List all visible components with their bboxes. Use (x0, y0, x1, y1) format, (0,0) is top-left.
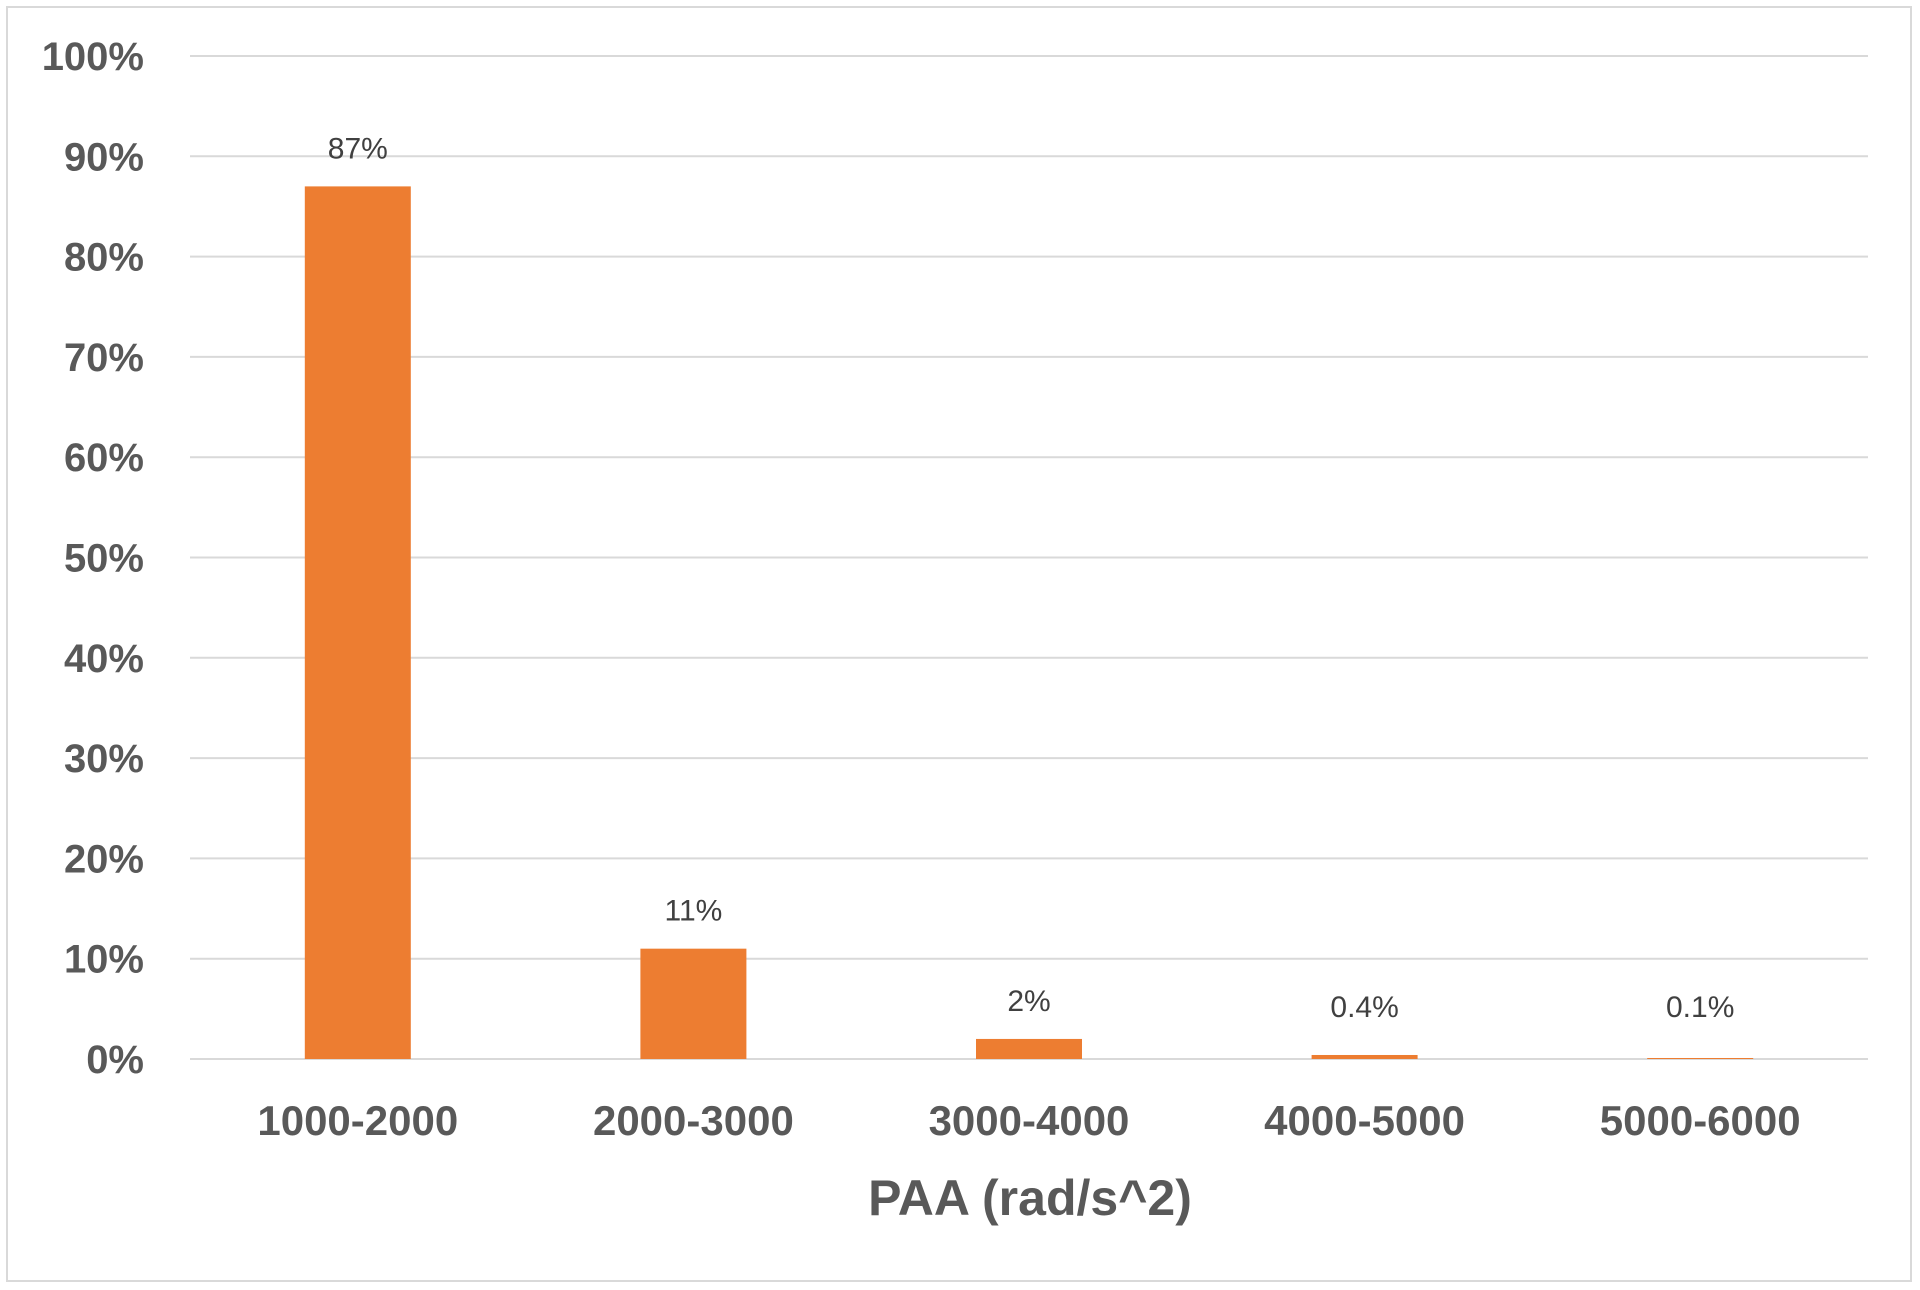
data-label: 11% (664, 895, 722, 928)
x-axis-title: PAA (rad/s^2) (868, 1170, 1192, 1226)
y-tick-label: 100% (42, 35, 144, 79)
bar (1647, 1057, 1754, 1059)
data-labels: 87% 11% 2% 0.4% 0.1% (328, 132, 1735, 1024)
bar (976, 1038, 1082, 1059)
x-tick-label: 4000-5000 (1264, 1097, 1465, 1144)
y-tick-label: 10% (64, 938, 144, 982)
y-axis-ticks: 0% 10% 20% 30% 40% 50% 60% 70% 80% 90% 100% (42, 35, 144, 1082)
y-tick-label: 70% (64, 336, 144, 380)
y-tick-label: 0% (86, 1038, 144, 1082)
bar (304, 186, 411, 1059)
x-axis-ticks: 1000-2000 2000-3000 3000-4000 4000-5000 5000… (257, 1097, 1800, 1144)
y-tick-label: 50% (64, 537, 144, 581)
bar (1311, 1054, 1418, 1059)
x-tick-label: 2000-3000 (593, 1097, 794, 1144)
gridlines (190, 55, 1868, 1060)
data-label: 2% (1007, 985, 1050, 1018)
y-tick-label: 60% (64, 436, 144, 480)
y-tick-label: 80% (64, 236, 144, 280)
data-label: 0.1% (1666, 991, 1734, 1024)
y-tick-label: 30% (64, 737, 144, 781)
bar (640, 948, 747, 1059)
x-tick-label: 3000-4000 (929, 1097, 1130, 1144)
y-tick-label: 90% (64, 135, 144, 179)
bars (304, 186, 1754, 1059)
data-label: 0.4% (1330, 991, 1398, 1024)
y-tick-label: 20% (64, 837, 144, 881)
x-tick-label: 1000-2000 (257, 1097, 458, 1144)
y-tick-label: 40% (64, 637, 144, 681)
data-label: 87% (328, 132, 388, 165)
x-tick-label: 5000-6000 (1600, 1097, 1801, 1144)
